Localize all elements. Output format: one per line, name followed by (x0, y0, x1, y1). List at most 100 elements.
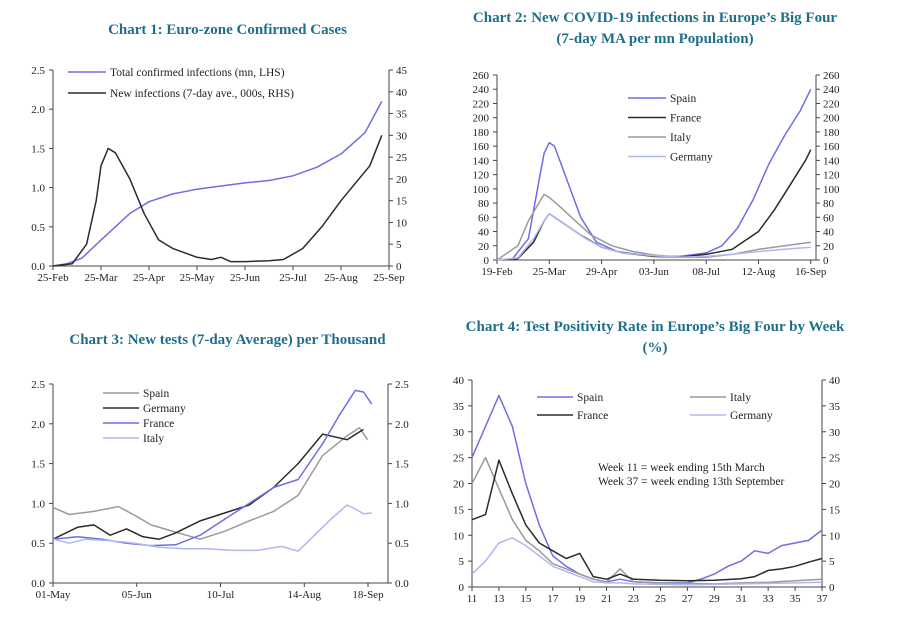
chart-2-left-tick-label: 0 (484, 255, 490, 267)
chart-4-x-tick-label: 11 (467, 593, 478, 605)
chart-3-right-tick-label: 2.0 (395, 419, 409, 431)
chart-1-left-tick-label: 0.0 (31, 261, 45, 273)
chart-2-right-tick-label: 120 (823, 170, 840, 182)
chart-2-left-tick-label: 40 (478, 227, 490, 239)
chart-3-left-tick-label: 0.5 (31, 538, 45, 550)
chart-3-plot: 0.0 0.5 1.0 1.5 2.0 2.5 0.0 0.5 1.0 1.5 2.0 2.5 01-M… (31, 379, 409, 601)
chart-4-legend-germany-label: Germany (730, 410, 773, 422)
chart-1-series-new-infections (52, 135, 383, 267)
chart-2-right-tick-label: 40 (823, 227, 835, 239)
chart-4-right-tick-label: 25 (829, 453, 841, 465)
chart-2-x-tick-label: 29-Apr (586, 266, 618, 278)
chart-4-right-tick-label: 5 (829, 556, 835, 568)
chart-4-x-tick-label: 29 (709, 593, 721, 605)
chart-4-annotation-line-2: Week 37 = week ending 13th September (598, 476, 784, 488)
chart-1-right-tick-label: 20 (396, 174, 408, 186)
chart-3-series-germany (52, 428, 364, 540)
chart-2-right-tick-label: 220 (823, 98, 840, 110)
chart-1-x-tick-label: 25-Apr (133, 272, 165, 284)
chart-3-title: Chart 3: New tests (7-day Average) per T… (69, 332, 386, 348)
chart-3-right-tick-label: 0.0 (395, 578, 409, 590)
chart-4-plot: 0 5 10 15 20 25 30 35 40 0 5 10 15 20 25 30 35 40 11 13 15 17… (453, 375, 841, 605)
chart-3-left-tick-label: 2.5 (31, 379, 45, 391)
chart-2-series-spain (496, 88, 812, 261)
chart-2-left-tick-label: 100 (473, 184, 490, 196)
chart-2-left-tick-label: 140 (473, 155, 490, 167)
chart-3-x-tick-label: 10-Jul (207, 589, 235, 601)
chart-2-left-tick-label: 160 (473, 141, 490, 153)
chart-2-left-tick-label: 240 (473, 84, 490, 96)
chart-1-right-tick-label: 0 (396, 261, 402, 273)
chart-4-left-tick-label: 10 (453, 530, 465, 542)
chart-2-plot: 0 20 40 60 80 100 120 140 160 180 200 220 240 260 0 20 4… (473, 70, 841, 278)
chart-4-x-tick-label: 31 (736, 593, 747, 605)
chart-3-legend-germany-label: Germany (143, 403, 186, 415)
chart-3-legend-italy-label: Italy (143, 433, 164, 445)
chart-4-series-france (471, 459, 823, 582)
chart-4-left-tick-label: 15 (453, 504, 465, 516)
chart-2-right-tick-label: 260 (823, 70, 840, 82)
chart-1-left-tick-label: 0.5 (31, 222, 45, 234)
chart-4-right-tick-label: 30 (829, 427, 841, 439)
chart-2-right-tick-label: 140 (823, 155, 840, 167)
chart-2-x-tick-label: 08-Jul (692, 266, 720, 278)
chart-2-x-tick-label: 12-Aug (742, 266, 776, 278)
chart-2-left-tick-label: 120 (473, 170, 490, 182)
chart-3-series-france (52, 389, 373, 547)
chart-2-left-tick-label: 80 (478, 198, 490, 210)
chart-3-right-tick-label: 1.0 (395, 498, 409, 510)
chart-1-left-tick-label: 1.5 (31, 143, 45, 155)
chart-1-x-tick-label: 25-Jun (230, 272, 260, 284)
chart-1-x-tick-label: 25-Jul (279, 272, 307, 284)
chart-2-right-tick-label: 180 (823, 127, 840, 139)
chart-4-right-tick-label: 40 (829, 375, 841, 387)
chart-3-series-spain (52, 427, 369, 540)
chart-4-annotation-line-1: Week 11 = week ending 15th March (598, 462, 765, 474)
chart-3-right-tick-label: 1.5 (395, 459, 409, 471)
chart-1-series-total-confirmed (52, 101, 383, 267)
chart-2-left-tick-label: 180 (473, 127, 490, 139)
chart-4-x-tick-label: 17 (547, 593, 559, 605)
chart-1-left-tick-label: 1.0 (31, 183, 45, 195)
chart-1-x-tick-label: 25-Feb (37, 272, 69, 284)
chart-4-x-tick-label: 21 (601, 593, 612, 605)
chart-2-legend-germany-label: Germany (670, 152, 713, 164)
chart-1-title: Chart 1: Euro-zone Confirmed Cases (108, 22, 347, 38)
chart-3-right-tick-label: 2.5 (395, 379, 409, 391)
chart-2-right-tick-label: 100 (823, 184, 840, 196)
chart-3: Chart 3: New tests (7-day Average) per T… (0, 300, 450, 628)
chart-2: Chart 2: New COVID-19 infections in Euro… (450, 0, 900, 300)
chart-2-left-tick-label: 220 (473, 98, 490, 110)
chart-1-x-tick-label: 25-May (180, 272, 215, 284)
chart-1-right-tick-label: 35 (396, 109, 408, 121)
chart-1-x-tick-label: 25-Sep (373, 272, 405, 284)
chart-2-title: Chart 2: New COVID-19 infections in Euro… (450, 8, 860, 50)
chart-1-legend-new-label: New infections (7-day ave., 000s, RHS) (110, 88, 294, 100)
chart-1-legend-total-label: Total confirmed infections (mn, LHS) (110, 67, 285, 79)
chart-2-x-tick-label: 03-Jun (639, 266, 669, 278)
chart-2-right-tick-label: 20 (823, 241, 835, 253)
chart-4-series-italy (471, 456, 823, 585)
chart-3-left-tick-label: 1.5 (31, 459, 45, 471)
chart-1-right-tick-label: 30 (396, 130, 408, 142)
chart-4-x-tick-label: 15 (520, 593, 532, 605)
chart-1-x-tick-label: 25-Mar (85, 272, 118, 284)
chart-4-legend-italy-label: Italy (730, 392, 751, 404)
chart-4-x-tick-label: 35 (790, 593, 802, 605)
chart-2-title-line-1: Chart 2: New COVID-19 infections in Euro… (472, 10, 838, 26)
chart-4-x-tick-label: 27 (682, 593, 694, 605)
chart-2-series-italy (496, 193, 811, 261)
chart-3-right-tick-label: 0.5 (395, 538, 409, 550)
chart-2-series-france (496, 149, 812, 261)
chart-2-left-tick-label: 200 (473, 113, 490, 125)
chart-1-left-tick-label: 2.5 (31, 65, 45, 77)
chart-4-x-tick-label: 23 (628, 593, 640, 605)
chart-2-series-germany (496, 213, 811, 261)
chart-4-left-tick-label: 30 (453, 427, 465, 439)
chart-3-legend-spain-label: Spain (143, 388, 169, 400)
chart-3-left-tick-label: 1.0 (31, 498, 45, 510)
chart-1-x-tick-label: 25-Aug (324, 272, 358, 284)
chart-3-series-italy (52, 504, 372, 552)
chart-4-legend-spain-label: Spain (577, 392, 603, 404)
chart-2-title-line-2: (7-day MA per mn Population) (556, 31, 754, 47)
